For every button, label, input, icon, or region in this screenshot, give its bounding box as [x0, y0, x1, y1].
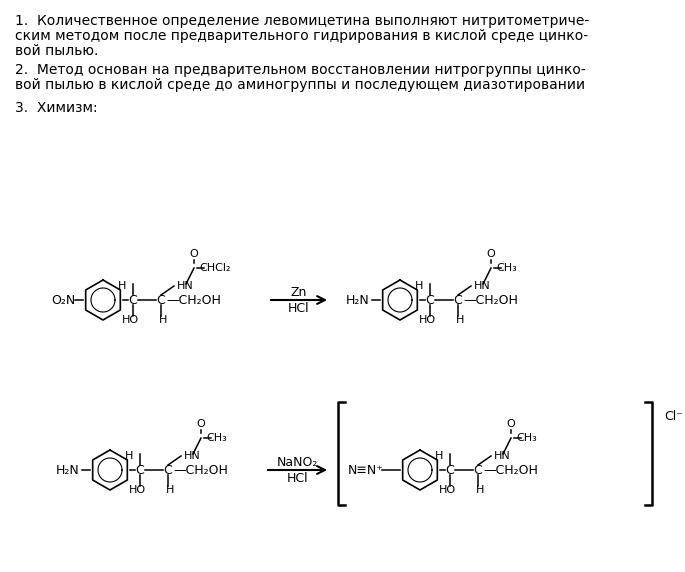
Text: 2.  Метод основан на предварительном восстановлении нитрогруппы цинко-: 2. Метод основан на предварительном восс…	[15, 63, 586, 77]
Text: CH₃: CH₃	[206, 433, 227, 443]
Text: 3.  Химизм:: 3. Химизм:	[15, 101, 98, 115]
Text: H₂N: H₂N	[56, 463, 80, 476]
Text: H: H	[476, 485, 484, 495]
Text: 1.  Количественное определение левомицетина выполняют нитритометриче-: 1. Количественное определение левомицети…	[15, 14, 589, 28]
Text: Zn: Zn	[291, 285, 307, 299]
Text: C: C	[129, 293, 138, 307]
Text: CH₃: CH₃	[496, 263, 516, 273]
Text: O: O	[190, 249, 199, 259]
Text: HN: HN	[474, 281, 490, 291]
Text: HN: HN	[184, 451, 201, 461]
Text: CHCl₂: CHCl₂	[199, 263, 230, 273]
Text: C: C	[136, 463, 145, 476]
Text: H: H	[415, 281, 423, 291]
Text: O: O	[486, 249, 495, 259]
Text: HO: HO	[128, 485, 145, 495]
Text: H: H	[118, 281, 126, 291]
Text: C: C	[453, 293, 462, 307]
Text: C: C	[157, 293, 165, 307]
Text: —CH₂OH: —CH₂OH	[463, 293, 518, 307]
Text: —CH₂OH: —CH₂OH	[173, 463, 228, 476]
Text: HO: HO	[419, 315, 436, 325]
Text: HCl: HCl	[287, 471, 308, 484]
Text: C: C	[473, 463, 482, 476]
Text: —CH₂OH: —CH₂OH	[166, 293, 221, 307]
Text: вой пылью в кислой среде до аминогруппы и последующем диазотировании: вой пылью в кислой среде до аминогруппы …	[15, 78, 585, 92]
Text: O: O	[507, 419, 515, 429]
Text: вой пылью.: вой пылью.	[15, 44, 99, 58]
Text: HO: HO	[121, 315, 138, 325]
Text: H: H	[435, 451, 443, 461]
Text: NaNO₂: NaNO₂	[277, 455, 319, 468]
Text: HN: HN	[494, 451, 511, 461]
Text: H: H	[456, 315, 464, 325]
Text: C: C	[164, 463, 173, 476]
Text: HCl: HCl	[288, 301, 310, 315]
Text: H: H	[125, 451, 133, 461]
Text: C: C	[425, 293, 434, 307]
Text: HN: HN	[177, 281, 194, 291]
Text: —CH₂OH: —CH₂OH	[483, 463, 538, 476]
Text: O: O	[197, 419, 205, 429]
Text: H: H	[159, 315, 167, 325]
Text: C: C	[446, 463, 454, 476]
Text: H₂N: H₂N	[346, 293, 370, 307]
Text: H: H	[166, 485, 174, 495]
Text: ским методом после предварительного гидрирования в кислой среде цинко-: ским методом после предварительного гидр…	[15, 29, 588, 43]
Text: O₂N: O₂N	[51, 293, 75, 307]
Text: Cl⁻: Cl⁻	[664, 410, 683, 423]
Text: CH₃: CH₃	[516, 433, 537, 443]
Text: HO: HO	[438, 485, 456, 495]
Text: N≡N⁺: N≡N⁺	[348, 463, 384, 476]
